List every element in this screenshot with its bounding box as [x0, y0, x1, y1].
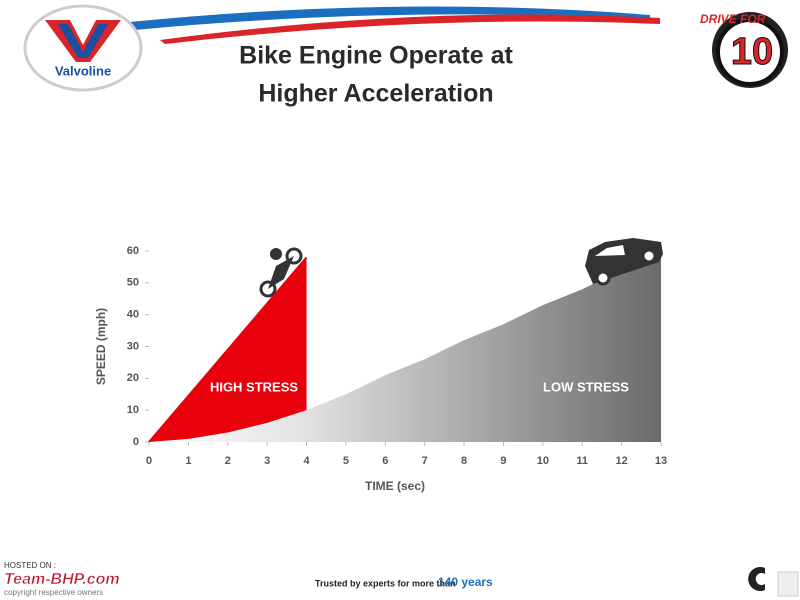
x-tick-label: 4: [303, 455, 310, 467]
x-tick-label: 9: [500, 455, 506, 467]
y-tick-label: 20: [127, 372, 139, 384]
corner-logo: [748, 567, 765, 591]
copyright: copyright respective owners: [4, 588, 103, 597]
y-tick-label: 60: [127, 245, 139, 257]
y-tick-label: 40: [127, 309, 139, 321]
x-tick-label: 6: [382, 455, 388, 467]
swoosh-blue: [130, 6, 650, 31]
title-line: Higher Acceleration: [258, 80, 493, 108]
area: [149, 254, 661, 442]
footer-years: 140 years: [438, 575, 493, 589]
site: Team-BHP.com: [4, 571, 120, 588]
logo-v-inner: [58, 24, 108, 58]
y-tick-label: 30: [127, 340, 139, 352]
y-tick-label: 0: [133, 436, 139, 448]
y-tick-label: 50: [127, 277, 139, 289]
hosted: HOSTED ON :: [4, 561, 56, 570]
x-tick-label: 2: [225, 455, 231, 467]
badge-top: DRIVE FOR: [700, 12, 766, 26]
x-tick-label: 13: [655, 455, 667, 467]
x-tick-label: 5: [343, 455, 349, 467]
x-tick-label: 0: [146, 455, 152, 467]
line: [148, 256, 308, 443]
footer-text: Trusted by experts for more than: [315, 578, 456, 588]
car-icon: [585, 238, 663, 286]
swoosh-red: [160, 14, 660, 44]
annotation: LOW STRESS: [543, 379, 629, 394]
x-tick-label: 8: [461, 455, 467, 467]
x-tick-label: 7: [422, 455, 428, 467]
y-tick-label: 10: [127, 404, 139, 416]
x-tick-label: 12: [615, 455, 627, 467]
logo-text: Valvoline: [55, 63, 111, 78]
y-axis-label: SPEED (mph): [94, 308, 108, 385]
x-tick-label: 1: [185, 455, 191, 467]
x-tick-label: 3: [264, 455, 270, 467]
x-tick-label: 11: [576, 455, 588, 467]
x-tick-label: 10: [537, 455, 549, 467]
badge-number: 10: [731, 31, 773, 73]
zoom-button[interactable]: [777, 571, 799, 597]
badge-ring: [716, 18, 784, 86]
title-line: Bike Engine Operate at: [239, 42, 513, 70]
bike-icon: [259, 247, 303, 298]
annotation: HIGH STRESS: [210, 379, 298, 394]
x-axis-label: TIME (sec): [365, 479, 425, 493]
